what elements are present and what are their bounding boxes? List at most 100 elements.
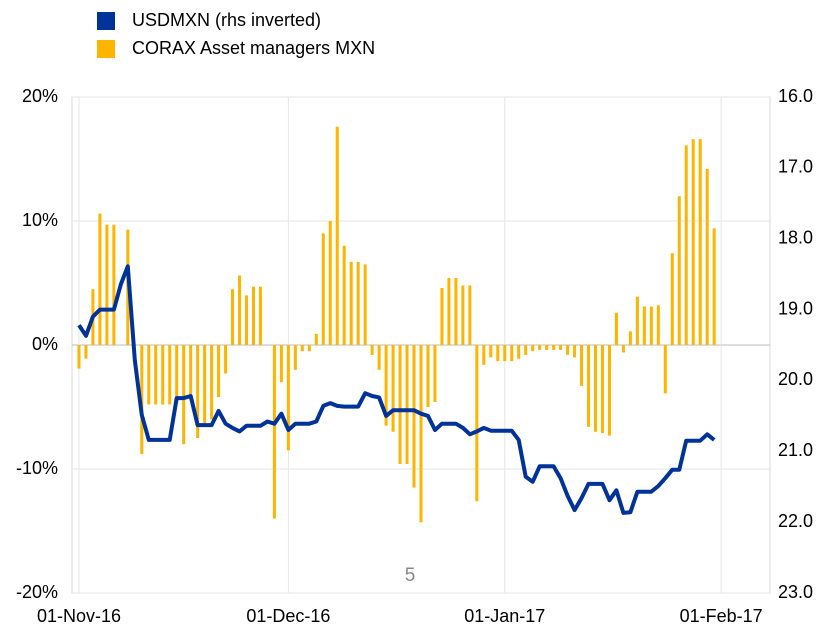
bar <box>545 345 549 350</box>
bar <box>642 306 646 345</box>
bar <box>475 345 479 502</box>
legend-swatch <box>97 12 115 30</box>
y2-tick-label: 16.0 <box>778 86 813 106</box>
bar <box>328 221 332 345</box>
bar <box>293 345 297 370</box>
bar <box>628 331 632 345</box>
bar <box>426 345 430 407</box>
bar <box>196 345 200 438</box>
bar <box>321 233 325 345</box>
bar <box>691 139 695 345</box>
bar <box>454 278 458 345</box>
bar <box>594 345 597 432</box>
bar <box>559 345 563 350</box>
bar <box>663 345 667 394</box>
y2-tick-label: 20.0 <box>778 369 813 389</box>
bar <box>587 345 591 427</box>
bar <box>398 345 402 465</box>
line <box>77 264 716 515</box>
bar <box>84 345 88 359</box>
bar <box>510 345 514 362</box>
x-tick-label: 01-Feb-17 <box>680 606 763 626</box>
bar <box>600 345 604 434</box>
bar <box>482 345 486 365</box>
bar <box>77 345 81 369</box>
bar <box>307 345 311 352</box>
x-tick-label: 01-Dec-16 <box>246 606 330 626</box>
bar <box>489 345 493 358</box>
bar <box>656 305 660 345</box>
bar <box>573 345 577 358</box>
bar <box>245 295 248 345</box>
bar <box>391 345 395 432</box>
bar <box>168 345 172 405</box>
bar <box>712 228 716 345</box>
bar <box>238 275 242 345</box>
bar <box>217 345 221 398</box>
bar <box>224 345 228 374</box>
bar <box>698 139 702 345</box>
bar <box>621 345 625 353</box>
bar <box>468 285 472 345</box>
bar <box>286 345 290 451</box>
bar <box>538 345 542 350</box>
bar <box>517 345 521 359</box>
bar <box>370 345 374 355</box>
bar <box>503 345 507 362</box>
bar <box>531 345 535 352</box>
bar <box>342 245 346 345</box>
y-tick-label: -10% <box>16 458 58 478</box>
bar <box>175 345 179 403</box>
bar <box>614 312 618 345</box>
y2-tick-label: 23.0 <box>778 582 813 602</box>
bar <box>552 345 556 350</box>
y2-tick-label: 17.0 <box>778 157 813 177</box>
bar <box>377 345 381 370</box>
bar <box>684 145 688 345</box>
bar <box>251 286 255 345</box>
bar <box>607 345 611 436</box>
bar <box>412 345 416 488</box>
bar <box>272 345 276 519</box>
y2-tick-label: 21.0 <box>778 440 813 460</box>
bar <box>677 196 681 345</box>
y-tick-label: 20% <box>22 86 58 106</box>
bar <box>705 168 709 345</box>
bar <box>670 253 674 345</box>
bar <box>356 261 360 345</box>
bar <box>649 306 653 345</box>
bar <box>635 296 639 345</box>
bar <box>384 345 388 426</box>
bar <box>98 213 102 345</box>
bar <box>300 345 304 352</box>
bar <box>231 289 235 345</box>
y2-tick-label: 22.0 <box>778 511 813 531</box>
bar <box>182 345 186 445</box>
bar <box>203 345 207 426</box>
bar <box>210 345 214 420</box>
y2-tick-label: 19.0 <box>778 298 813 318</box>
bar <box>496 345 500 362</box>
bar <box>433 345 437 403</box>
bar <box>447 278 451 345</box>
bar <box>363 264 367 345</box>
bar <box>161 345 165 405</box>
bar <box>349 261 353 345</box>
bar <box>524 345 528 355</box>
legend-label: CORAX Asset managers MXN <box>132 38 375 58</box>
bar <box>461 285 465 345</box>
bar <box>566 345 570 355</box>
y2-tick-label: 18.0 <box>778 227 813 247</box>
bar <box>405 345 409 465</box>
y-tick-label: 10% <box>22 210 58 230</box>
bar <box>580 345 584 386</box>
bar <box>189 345 193 395</box>
bar <box>112 224 116 345</box>
annotation: 5 <box>405 565 416 586</box>
legend-label: USDMXN (rhs inverted) <box>132 10 321 30</box>
bar <box>335 126 339 345</box>
bar <box>279 345 283 383</box>
y-tick-label: 0% <box>32 334 58 354</box>
bar <box>314 333 318 345</box>
